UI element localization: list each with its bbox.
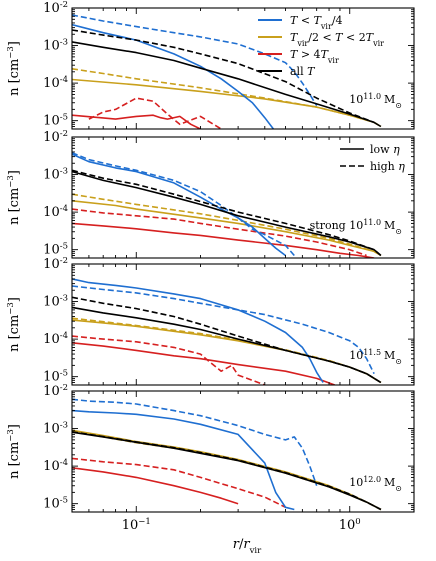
y-axis-label: n [cm−3] — [6, 297, 22, 352]
legend-label-eta-solid: low η — [370, 143, 400, 156]
series-line-hot-high-eta — [72, 208, 367, 257]
series-line-all-low-eta — [72, 431, 382, 511]
panel-3-series — [72, 278, 382, 385]
eta-legend: low η high η — [340, 143, 405, 173]
y-axis-label: n [cm−3] — [6, 41, 22, 96]
panels-group: 10-5 10-4 10-3 10-2 n [cm−3] 1011.0 M⊙ 10-5 10-4… — [6, 0, 415, 513]
y-tick-label: 10-2 — [43, 129, 68, 145]
series-line-cold-low-eta — [72, 153, 286, 257]
y-axis-label: n [cm−3] — [6, 424, 22, 479]
series-line-hot-high-eta — [72, 335, 266, 385]
series-line-cold-high-eta — [72, 152, 295, 257]
x-tick-label: 100 — [339, 517, 361, 533]
series-line-hot-low-eta — [72, 467, 239, 505]
legend-label-cold: T < Tvir/4 — [290, 14, 343, 31]
y-tick-label: 10-3 — [43, 167, 68, 183]
y-tick-label: 10-5 — [43, 369, 68, 385]
series-line-hot-high-eta — [72, 457, 286, 509]
y-tick-label: 10-4 — [43, 204, 68, 220]
legend-label-eta-dashed: high η — [370, 160, 405, 173]
series-line-cold-low-eta — [72, 409, 295, 511]
panel-2: 10-5 10-4 10-3 10-2 n [cm−3] strong 1011.0 M⊙ — [6, 129, 415, 259]
y-tick-label: 10-5 — [43, 496, 68, 512]
series-line-warm-high-eta — [72, 317, 382, 384]
series-line-cold-low-eta — [72, 23, 275, 129]
panel-1-series — [72, 14, 382, 129]
series-line-warm-low-eta — [72, 429, 382, 511]
panel-mass-label: 1012.0 M⊙ — [349, 475, 402, 493]
series-line-all-high-eta — [72, 431, 382, 511]
series-line-hot-high-eta — [88, 97, 222, 129]
panel-mass-label: 1011.5 M⊙ — [349, 348, 402, 366]
legend-label-all: all T — [290, 65, 316, 78]
series-line-hot-low-eta — [72, 342, 335, 385]
y-tick-label: 10-2 — [43, 0, 68, 16]
panel-frame — [71, 7, 415, 130]
panel-4: 10-5 10-4 10-3 10-2 n [cm−3] 1012.0 M⊙ — [6, 383, 415, 513]
y-tick-label: 10-4 — [43, 75, 68, 91]
panel-frame — [71, 136, 415, 259]
y-tick-label: 10-5 — [43, 242, 68, 258]
panel-frame — [71, 263, 415, 386]
legend-label-hot: T > 4Tvir — [290, 48, 339, 65]
series-line-all-low-eta — [72, 170, 382, 257]
y-tick-label: 10-3 — [43, 294, 68, 310]
series-line-cold-high-eta — [72, 14, 318, 107]
series-line-warm-high-eta — [72, 193, 382, 257]
y-axis-label: n [cm−3] — [6, 170, 22, 225]
panel-mass-label: strong 1011.0 M⊙ — [310, 218, 402, 236]
series-line-warm-high-eta — [72, 68, 382, 128]
panel-2-series — [72, 152, 382, 258]
y-tick-label: 10-3 — [43, 38, 68, 54]
series-line-cold-high-eta — [72, 285, 375, 375]
panel-3: 10-5 10-4 10-3 10-2 n [cm−3] 1011.5 M⊙ — [6, 256, 415, 386]
series-line-all-high-eta — [72, 169, 382, 257]
series-line-warm-high-eta — [72, 430, 382, 511]
y-tick-label: 10-3 — [43, 421, 68, 437]
series-line-hot-low-eta — [72, 222, 375, 258]
x-tick-label: 10−1 — [122, 517, 151, 533]
series-line-all-low-eta — [72, 306, 382, 384]
panel-4-series — [72, 398, 382, 511]
y-tick-label: 10-5 — [43, 113, 68, 129]
series-line-cold-low-eta — [72, 278, 324, 383]
series-line-all-high-eta — [72, 29, 375, 124]
y-tick-label: 10-4 — [43, 331, 68, 347]
x-axis-label: r/rvir — [233, 537, 262, 556]
axis-labels-group: 10−1 100 r/rvir — [122, 517, 361, 556]
panel-1: 10-5 10-4 10-3 10-2 n [cm−3] 1011.0 M⊙ — [6, 0, 415, 130]
panel-mass-label: 1011.0 M⊙ — [349, 92, 402, 110]
series-line-warm-low-eta — [72, 319, 382, 384]
y-tick-label: 10-2 — [43, 256, 68, 272]
series-line-all-high-eta — [72, 296, 382, 384]
panel-frame — [71, 390, 415, 513]
series-line-warm-low-eta — [72, 200, 382, 257]
y-tick-label: 10-2 — [43, 383, 68, 399]
legend-label-warm: Tvir/2 < T < 2Tvir — [290, 31, 384, 48]
y-tick-label: 10-4 — [43, 458, 68, 474]
